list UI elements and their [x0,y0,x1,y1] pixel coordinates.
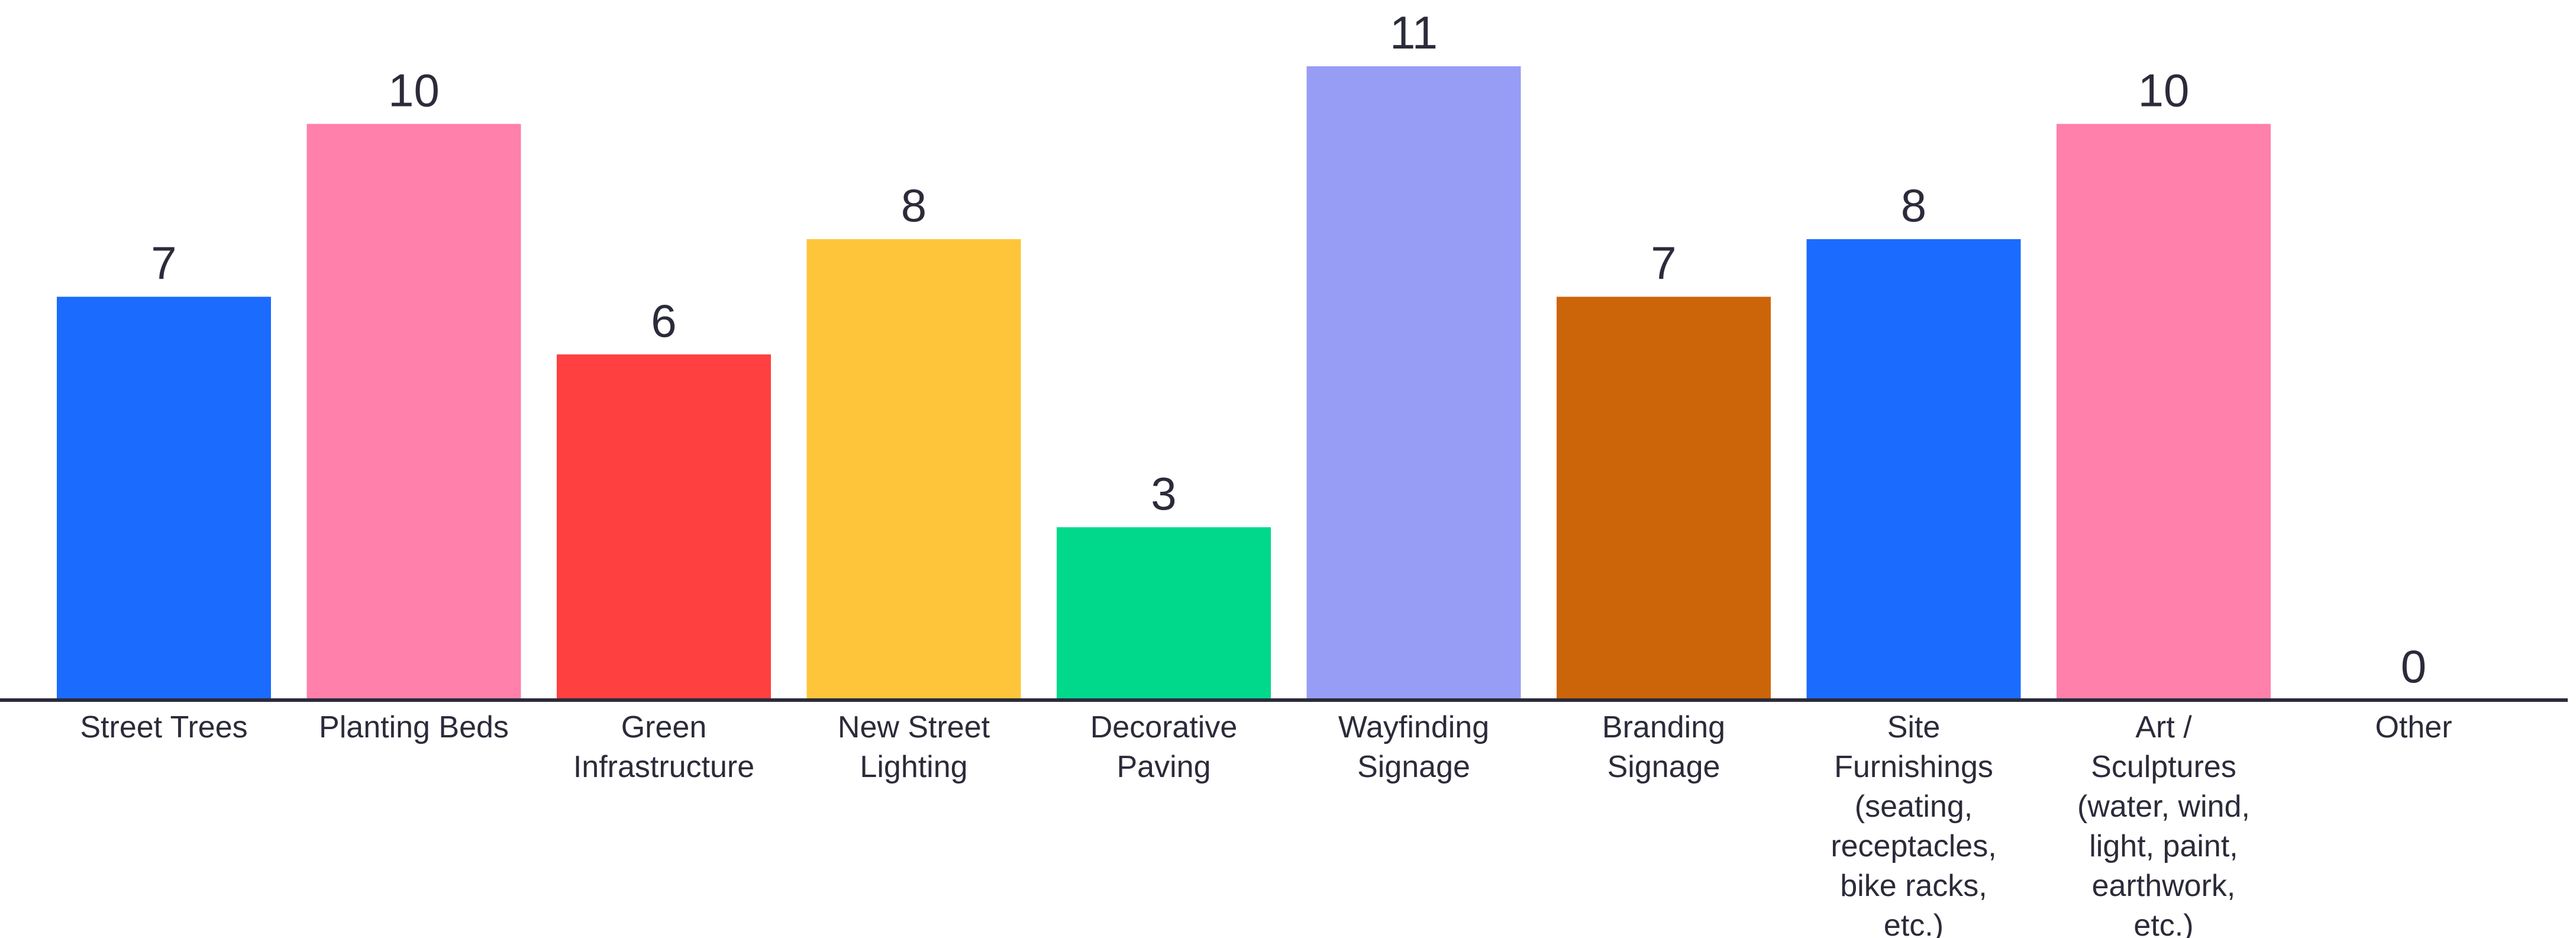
category-label-4: Decorative Paving [1090,710,1238,784]
bar-3 [806,239,1021,700]
category-label-6: Branding Signage [1602,710,1725,784]
category-label-line: Site [1887,710,1941,744]
bar-5 [1306,66,1521,700]
category-label-0: Street Trees [80,710,247,744]
category-label-line: Street Trees [80,710,247,744]
category-label-1: Planting Beds [319,710,509,744]
value-label-5: 11 [1390,7,1438,59]
category-label-line: Decorative [1090,710,1238,744]
category-label-line: Planting Beds [319,710,509,744]
category-label-line: Other [2375,710,2452,744]
category-label-line: (seating, [1855,789,1973,824]
value-label-6: 7 [1651,237,1676,289]
category-label-2: Green Infrastructure [573,710,754,784]
value-label-0: 7 [151,237,176,289]
category-label-line: etc.) [2133,908,2193,938]
value-label-3: 8 [901,179,927,231]
category-label-line: Branding [1602,710,1725,744]
category-label-line: Infrastructure [573,750,754,784]
category-labels-group: Street Trees Planting Beds Green Infrastruc… [80,710,2452,938]
bar-1 [306,124,521,700]
bars-group [57,66,2271,700]
category-label-3: New Street Lighting [838,710,990,784]
bar-8 [2057,124,2271,700]
value-label-1: 10 [388,64,440,116]
category-label-line: Signage [1607,750,1720,784]
category-label-line: earthwork, [2092,869,2236,903]
value-label-2: 6 [651,295,676,347]
value-label-4: 3 [1151,468,1176,520]
bar-7 [1806,239,2021,700]
bar-4 [1057,527,1271,700]
category-label-line: Paving [1117,750,1211,784]
category-label-line: (water, wind, [2077,789,2250,824]
category-label-7: Site Furnishings (seating, receptacles, bike… [1831,710,1996,938]
category-label-line: receptacles, [1831,829,1996,863]
category-label-9: Other [2375,710,2452,744]
category-label-line: etc.) [1884,908,1944,938]
category-label-line: bike racks, [1840,869,1987,903]
category-label-line: Art / [2135,710,2192,744]
category-label-5: Wayfinding Signage [1338,710,1489,784]
value-label-7: 8 [1901,179,1926,231]
category-label-line: light, paint, [2089,829,2238,863]
category-label-line: Lighting [860,750,967,784]
category-label-line: Sculptures [2091,750,2236,784]
bar-2 [557,354,771,700]
category-label-line: Signage [1357,750,1470,784]
category-label-line: Furnishings [1834,750,1993,784]
category-label-8: Art / Sculptures (water, wind, light, paint… [2077,710,2250,938]
value-label-8: 10 [2138,64,2190,116]
value-label-9: 0 [2401,640,2426,692]
category-label-line: Wayfinding [1338,710,1489,744]
bar-0 [57,296,271,700]
category-label-line: Green [621,710,707,744]
category-label-line: New Street [838,710,990,744]
bar-6 [1557,296,1771,700]
value-labels-group: 7 10 6 8 3 11 7 8 10 0 [151,7,2426,692]
